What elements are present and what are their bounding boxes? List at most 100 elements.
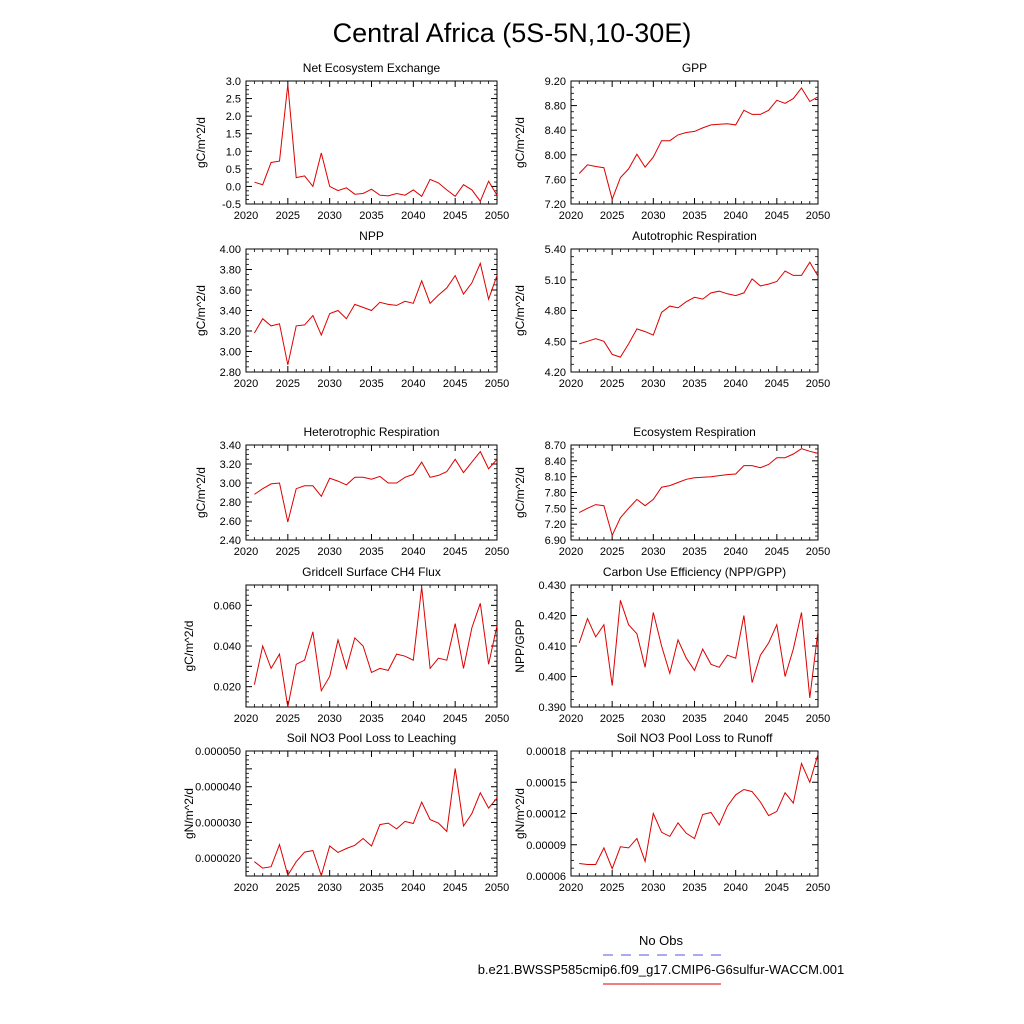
panel-6-xtick-label: 2040 xyxy=(723,546,747,558)
panel-10: Soil NO3 Pool Loss to Runoff 2020 2025 2030… xyxy=(513,731,830,894)
panel-6-ytick-label: 6.90 xyxy=(545,535,566,547)
panel-10-title: Soil NO3 Pool Loss to Runoff xyxy=(617,731,774,745)
panel-8-frame xyxy=(570,584,819,708)
panel-2-ytick-label: 9.20 xyxy=(545,76,566,88)
panel-6-ytick-label: 8.70 xyxy=(545,440,566,452)
panel-5-ylabel: gC/m^2/d xyxy=(194,467,208,518)
panel-6-ytick-label: 8.40 xyxy=(545,456,566,468)
panel-2-xtick-label: 2035 xyxy=(682,210,706,222)
panel-5-frame xyxy=(245,444,498,541)
panel-4-ytick-label: 4.50 xyxy=(545,336,566,348)
panel-9-ylabel: gN/m^2/d xyxy=(182,788,196,839)
panel-4-ytick-label: 5.40 xyxy=(545,244,566,256)
panel-6-ytick-label: 7.80 xyxy=(545,488,566,500)
panel-4-ylabel: gC/m^2/d xyxy=(513,285,527,336)
panel-1: Net Ecosystem Exchange 2020 2025 2030 2035 20… xyxy=(194,61,509,222)
panel-4-ytick-label: 4.80 xyxy=(545,306,566,318)
panel-5-ytick-label: 3.00 xyxy=(220,478,241,490)
panel-6-xtick-label: 2030 xyxy=(641,546,665,558)
panel-7: Gridcell Surface CH4 Flux 2020 2025 2030 203… xyxy=(182,565,509,725)
panel-8-title: Carbon Use Efficiency (NPP/GPP) xyxy=(603,565,786,579)
panel-2: GPP 2020 2025 2030 2035 2040 2045 2050 7.20 7.60 8… xyxy=(513,61,830,222)
panel-5-title: Heterotrophic Respiration xyxy=(303,425,439,439)
panel-8-xtick-label: 2050 xyxy=(806,713,830,725)
panel-10-xtick-label: 2020 xyxy=(559,882,583,894)
panel-6-xtick-label: 2025 xyxy=(600,546,624,558)
panel-1-frame xyxy=(245,80,498,205)
panel-8-ytick-label: 0.390 xyxy=(538,702,566,714)
panel-1-xtick-label: 2050 xyxy=(485,210,509,222)
panel-6-xtick-label: 2050 xyxy=(806,546,830,558)
panel-1-ytick-label: 1.0 xyxy=(226,146,241,158)
panel-5-xtick-label: 2040 xyxy=(401,546,425,558)
panel-10-ytick-label: 0.00018 xyxy=(526,746,566,758)
panel-6-ytick-label: 8.10 xyxy=(545,472,566,484)
panel-1-xtick-label: 2025 xyxy=(276,210,300,222)
panel-9-xtick-label: 2030 xyxy=(317,882,341,894)
panel-5-xtick-label: 2035 xyxy=(359,546,383,558)
panel-10-xtick-label: 2025 xyxy=(600,882,624,894)
panel-2-title: GPP xyxy=(682,61,707,75)
legend-obs-label: No Obs xyxy=(639,933,684,948)
panel-1-xtick-label: 2030 xyxy=(317,210,341,222)
panel-10-ytick-label: 0.00006 xyxy=(526,871,566,883)
panel-1-ytick-label: 1.5 xyxy=(226,129,241,141)
panel-1-ytick-label: 0.0 xyxy=(226,181,241,193)
panel-3-title: NPP xyxy=(359,229,384,243)
panel-8-ytick-label: 0.420 xyxy=(538,611,566,623)
panel-3-ytick-label: 4.00 xyxy=(220,244,241,256)
panel-3-xtick-label: 2020 xyxy=(234,378,258,390)
panel-10-xtick-label: 2030 xyxy=(641,882,665,894)
panel-2-ytick-label: 8.80 xyxy=(545,101,566,113)
panel-7-xtick-label: 2035 xyxy=(359,713,383,725)
panel-4-ytick-label: 5.10 xyxy=(545,275,566,287)
panel-3-xtick-label: 2035 xyxy=(359,378,383,390)
panel-8-xtick-label: 2030 xyxy=(641,713,665,725)
panel-8-ylabel: NPP/GPP xyxy=(513,619,527,672)
panel-8-xtick-label: 2040 xyxy=(723,713,747,725)
panel-6-xtick-label: 2020 xyxy=(559,546,583,558)
legend: No Obs b.e21.BWSSP585cmip6.f09_g17.CMIP6… xyxy=(478,933,844,985)
panel-5-xtick-label: 2020 xyxy=(234,546,258,558)
panel-5-ytick-label: 2.60 xyxy=(220,516,241,528)
panel-1-ytick-label: -0.5 xyxy=(222,199,241,211)
panel-3-ytick-label: 3.20 xyxy=(220,326,241,338)
panel-1-xtick-label: 2040 xyxy=(401,210,425,222)
panel-2-ytick-label: 8.00 xyxy=(545,150,566,162)
panel-2-xtick-label: 2050 xyxy=(806,210,830,222)
panel-2-series-line xyxy=(578,87,819,201)
panel-9-xtick-label: 2020 xyxy=(234,882,258,894)
panel-4-frame xyxy=(570,248,819,373)
panel-6-title: Ecosystem Respiration xyxy=(633,425,756,439)
panel-8: Carbon Use Efficiency (NPP/GPP) 2020 2025 2… xyxy=(513,565,830,725)
panel-3-ylabel: gC/m^2/d xyxy=(194,285,208,336)
panel-9: Soil NO3 Pool Loss to Leaching 2020 2025 20… xyxy=(182,731,509,894)
panel-10-xtick-label: 2050 xyxy=(806,882,830,894)
panel-8-series-line xyxy=(578,600,819,698)
panel-3-xtick-label: 2040 xyxy=(401,378,425,390)
panel-2-ytick-label: 7.20 xyxy=(545,199,566,211)
panel-4: Autotrophic Respiration 2020 2025 2030 2035 2… xyxy=(513,229,830,390)
panel-5: Heterotrophic Respiration 2020 2025 2030 203… xyxy=(194,425,509,558)
panel-1-xtick-label: 2020 xyxy=(234,210,258,222)
panel-7-ytick-label: 0.020 xyxy=(213,682,241,694)
panel-9-xtick-label: 2045 xyxy=(443,882,467,894)
panel-2-ytick-label: 8.40 xyxy=(545,125,566,137)
panel-2-xtick-label: 2025 xyxy=(600,210,624,222)
panel-6-ytick-label: 7.50 xyxy=(545,503,566,515)
panel-3-xtick-label: 2030 xyxy=(317,378,341,390)
panel-10-ytick-label: 0.00012 xyxy=(526,809,566,821)
panel-3-ytick-label: 3.60 xyxy=(220,285,241,297)
panel-7-ytick-label: 0.060 xyxy=(213,600,241,612)
panel-6-xtick-label: 2035 xyxy=(682,546,706,558)
panel-9-frame xyxy=(245,750,498,877)
panel-5-xtick-label: 2030 xyxy=(317,546,341,558)
panel-2-xtick-label: 2045 xyxy=(765,210,789,222)
panel-3-ytick-label: 3.40 xyxy=(220,306,241,318)
panel-10-series-line xyxy=(579,753,819,871)
panel-5-xtick-label: 2050 xyxy=(485,546,509,558)
panel-7-xtick-label: 2045 xyxy=(443,713,467,725)
panel-10-ytick-label: 0.00015 xyxy=(526,777,566,789)
panel-7-xtick-label: 2020 xyxy=(234,713,258,725)
panel-3-xtick-label: 2025 xyxy=(276,378,300,390)
